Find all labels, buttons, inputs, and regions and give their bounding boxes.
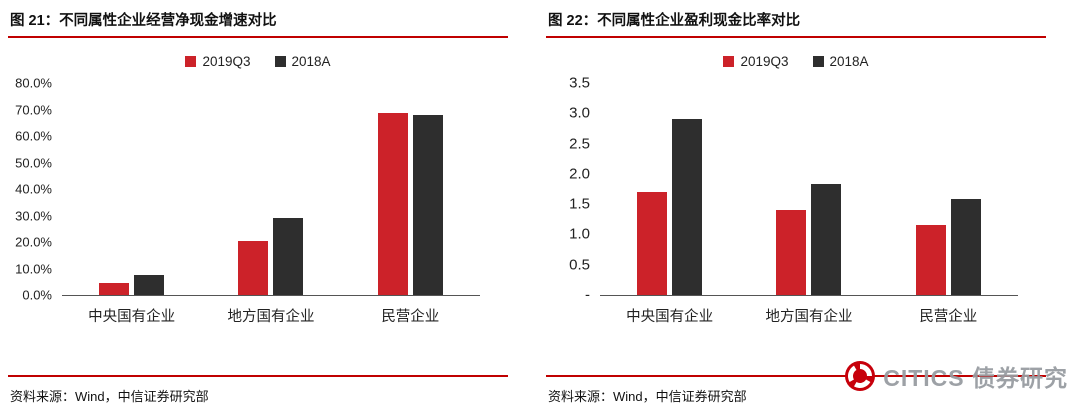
watermark-text: CITICS 债券研究 xyxy=(883,365,1068,391)
source-divider xyxy=(546,375,1046,377)
y-tick-label: 1.5 xyxy=(569,195,590,213)
chart-panel-left: 图 21：不同属性企业经营净现金增速对比 2019Q3 2018A 0.0% 10.… xyxy=(8,6,508,407)
plot-area xyxy=(62,83,480,296)
bar-group-地方国有企业 xyxy=(776,83,842,295)
y-tick-label: 70.0% xyxy=(15,102,52,117)
bar-group-民营企业 xyxy=(915,83,981,295)
bar-2018A xyxy=(672,119,703,295)
chart-panel-right: 图 22：不同属性企业盈利现金比率对比 2019Q3 2018A - 0.5 1.0 1… xyxy=(546,6,1046,407)
chart-area: 0.0% 10.0% 20.0% 30.0% 40.0% 50.0% 60.0% 70.0% 8… xyxy=(8,76,508,326)
bar-group-中央国有企业 xyxy=(99,83,165,295)
citics-logo-icon xyxy=(845,361,876,391)
y-axis: 0.0% 10.0% 20.0% 30.0% 40.0% 50.0% 60.0% 70.0% 8… xyxy=(8,76,62,303)
legend-swatch xyxy=(185,56,197,67)
bar-2018A xyxy=(134,275,165,295)
y-tick-label: 80.0% xyxy=(15,75,52,91)
y-tick-label: 1.0 xyxy=(569,225,590,243)
y-axis: - 0.5 1.0 1.5 2.0 2.5 3.0 3.5 xyxy=(546,75,600,304)
bar-2019Q3 xyxy=(238,240,269,295)
bar-2018A xyxy=(950,199,981,295)
plot-area xyxy=(600,83,1018,296)
category-label: 民营企业 xyxy=(919,309,978,325)
source-text: 资料来源：Wind，中信证券研究部 xyxy=(10,389,209,404)
category-label: 中央国有企业 xyxy=(626,309,714,325)
legend-label: 2019Q3 xyxy=(740,54,789,69)
bar-2018A xyxy=(273,218,304,295)
y-tick-label: 3.0 xyxy=(569,104,590,122)
bar-2019Q3 xyxy=(776,210,807,295)
plot-wrap: 中央国有企业 地方国有企业 民营企业 xyxy=(62,83,508,326)
source-text: 资料来源：Wind，中信证券研究部 xyxy=(548,389,747,404)
legend: 2019Q3 2018A xyxy=(546,54,1046,69)
plot-wrap: 中央国有企业 地方国有企业 民营企业 xyxy=(600,83,1046,326)
y-tick-label: 2.5 xyxy=(569,135,590,153)
chart-title: 图 22：不同属性企业盈利现金比率对比 xyxy=(548,13,801,29)
legend-swatch xyxy=(723,56,735,67)
y-tick-label: 20.0% xyxy=(15,234,52,250)
bar-2018A xyxy=(412,114,443,295)
y-tick-label: 10.0% xyxy=(15,261,52,276)
legend-item-2018A: 2018A xyxy=(812,54,869,69)
bar-group-中央国有企业 xyxy=(637,83,703,295)
y-tick-label: 0.0% xyxy=(22,287,52,303)
legend-swatch xyxy=(812,56,824,67)
y-tick-label: 40.0% xyxy=(15,181,52,197)
bar-2018A xyxy=(811,184,842,295)
category-label: 地方国有企业 xyxy=(227,309,315,325)
legend-item-2018A: 2018A xyxy=(274,54,331,69)
legend-label: 2018A xyxy=(291,54,331,69)
legend-item-2019Q3: 2019Q3 xyxy=(185,54,251,69)
legend: 2019Q3 2018A xyxy=(8,54,508,69)
y-tick-label: 0.5 xyxy=(569,256,590,274)
y-tick-label: 3.5 xyxy=(569,74,590,92)
source-divider xyxy=(8,375,508,377)
x-axis-labels: 中央国有企业 地方国有企业 民营企业 xyxy=(600,305,1018,326)
bar-group-地方国有企业 xyxy=(238,83,304,295)
bar-2019Q3 xyxy=(915,225,946,295)
category-label: 地方国有企业 xyxy=(765,309,853,325)
legend-swatch xyxy=(274,56,286,67)
y-tick-label: - xyxy=(585,286,590,304)
category-label: 中央国有企业 xyxy=(88,309,176,325)
legend-label: 2018A xyxy=(829,54,869,69)
title-divider xyxy=(546,36,1046,38)
legend-item-2019Q3: 2019Q3 xyxy=(723,54,789,69)
title-divider xyxy=(8,36,508,38)
category-label: 民营企业 xyxy=(381,309,440,325)
bar-2019Q3 xyxy=(377,113,408,295)
bar-2019Q3 xyxy=(99,283,130,295)
watermark: CITICS 债券研究 xyxy=(845,359,1068,393)
legend-label: 2019Q3 xyxy=(202,54,251,69)
y-tick-label: 50.0% xyxy=(15,155,52,170)
chart-area: - 0.5 1.0 1.5 2.0 2.5 3.0 3.5 中央国有企业 地方国有企业 民营企业 xyxy=(546,75,1046,326)
y-tick-label: 60.0% xyxy=(15,128,52,144)
y-tick-label: 2.0 xyxy=(569,165,590,183)
y-tick-label: 30.0% xyxy=(15,208,52,223)
bar-2019Q3 xyxy=(637,192,668,295)
chart-title: 图 21：不同属性企业经营净现金增速对比 xyxy=(10,13,277,29)
bar-group-民营企业 xyxy=(377,83,443,295)
x-axis-labels: 中央国有企业 地方国有企业 民营企业 xyxy=(62,305,480,326)
